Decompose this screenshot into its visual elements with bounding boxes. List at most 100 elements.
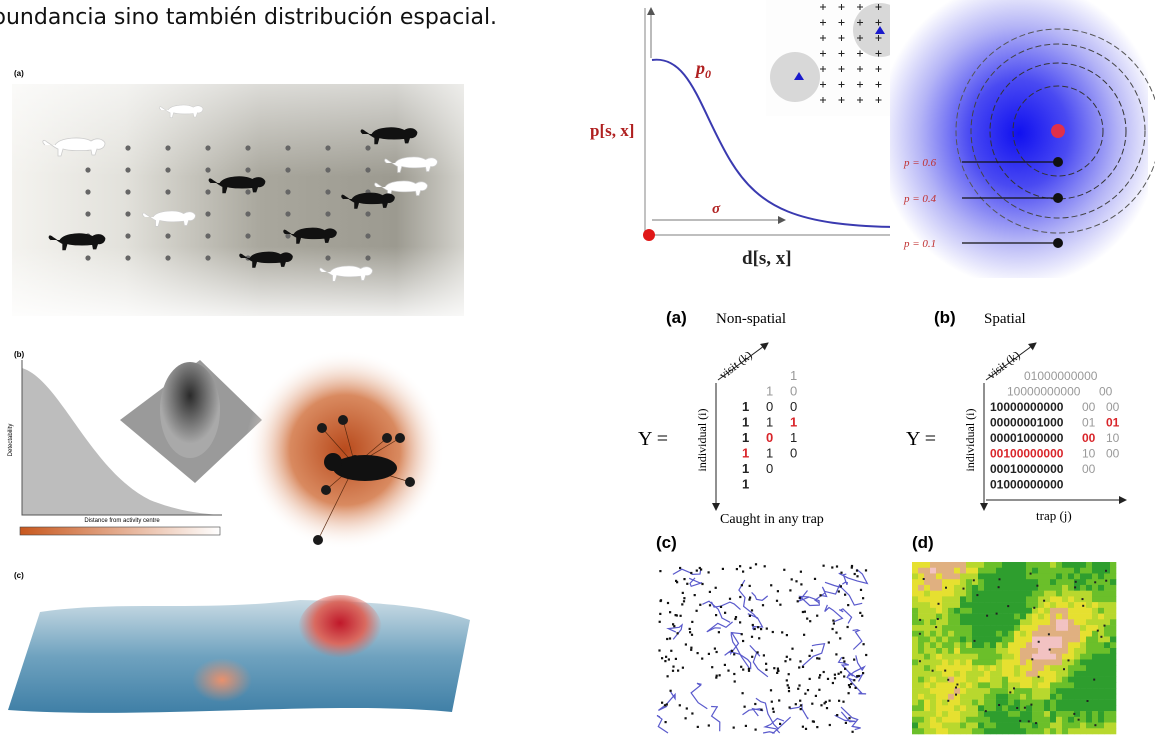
sample-point <box>672 670 674 672</box>
sample-point <box>862 672 864 674</box>
habitat-cell <box>1086 619 1092 625</box>
habitat-cell <box>1044 579 1050 585</box>
habitat-cell <box>1068 700 1074 706</box>
sample-point <box>859 612 861 614</box>
sample-point <box>823 671 825 673</box>
sample-point <box>755 563 757 565</box>
habitat-cell <box>1074 723 1080 729</box>
habitat-cell <box>1080 608 1086 614</box>
habitat-cell <box>1104 723 1110 729</box>
habitat-cell <box>960 631 966 637</box>
habitat-cell <box>984 665 990 671</box>
habitat-cell <box>966 728 972 734</box>
habitat-cell <box>996 562 1002 568</box>
trap <box>85 167 90 172</box>
habitat-cell <box>912 579 918 585</box>
habitat-cell <box>912 700 918 706</box>
habitat-cell <box>912 562 918 568</box>
habitat-cell <box>1080 723 1086 729</box>
sample-point <box>795 580 797 582</box>
habitat-cell <box>1098 619 1104 625</box>
matrix-cell: 00 <box>1082 431 1096 445</box>
habitat-cell <box>942 648 948 654</box>
sample-point <box>861 615 863 617</box>
habitat-cell <box>960 659 966 665</box>
trap <box>125 189 130 194</box>
sample-point <box>1033 607 1035 609</box>
habitat-cell <box>924 591 930 597</box>
habitat-cell <box>924 700 930 706</box>
sample-point <box>932 670 934 672</box>
habitat-cell <box>936 723 942 729</box>
habitat-cell <box>1110 562 1116 568</box>
habitat-cell <box>1056 625 1062 631</box>
habitat-cell <box>1080 654 1086 660</box>
habitat-cell <box>978 688 984 694</box>
matrix-cell: 0 <box>766 461 773 476</box>
habitat-cell <box>1008 659 1014 665</box>
trap <box>325 211 330 216</box>
trap <box>245 189 250 194</box>
habitat-cell <box>1014 700 1020 706</box>
habitat-cell <box>972 568 978 574</box>
habitat-cell <box>1008 642 1014 648</box>
habitat-cell <box>1104 619 1110 625</box>
habitat-cell <box>1044 705 1050 711</box>
habitat-cell <box>1050 642 1056 648</box>
habitat-cell <box>978 682 984 688</box>
detection-map <box>890 0 1148 278</box>
habitat-cell <box>1056 568 1062 574</box>
sample-point <box>851 567 853 569</box>
matrix-cell: 1 <box>742 399 749 414</box>
habitat-cell <box>1026 579 1032 585</box>
habitat-cell <box>1050 591 1056 597</box>
sample-point <box>832 628 834 630</box>
habitat-cell <box>984 654 990 660</box>
habitat-cell <box>1062 637 1068 643</box>
sample-point <box>843 660 845 662</box>
habitat-cell <box>1068 642 1074 648</box>
habitat-cell <box>924 614 930 620</box>
habitat-cell <box>1056 602 1062 608</box>
habitat-cell <box>1062 608 1068 614</box>
habitat-cell <box>1062 568 1068 574</box>
habitat-cell <box>990 682 996 688</box>
matrix-cell: 1 <box>766 415 773 430</box>
trap <box>125 233 130 238</box>
sample-point <box>860 589 862 591</box>
habitat-cell <box>918 579 924 585</box>
habitat-cell <box>1104 700 1110 706</box>
sample-point <box>956 684 958 686</box>
matrix-cell: 0 <box>790 446 797 461</box>
sample-point <box>798 666 800 668</box>
habitat-cell <box>960 642 966 648</box>
habitat-map <box>912 562 1116 734</box>
habitat-cell <box>996 671 1002 677</box>
habitat-cell <box>966 659 972 665</box>
habitat-cell <box>1008 619 1014 625</box>
habitat-cell <box>972 648 978 654</box>
sample-point <box>811 650 813 652</box>
sample-point <box>1094 724 1096 726</box>
sample-point <box>947 700 949 702</box>
sample-point <box>760 709 762 711</box>
habitat-cell <box>936 562 942 568</box>
habitat-cell <box>936 585 942 591</box>
sample-point <box>816 657 818 659</box>
habitat-cell <box>1062 631 1068 637</box>
habitat-cell <box>1086 677 1092 683</box>
habitat-cell <box>972 596 978 602</box>
habitat-cell <box>1092 642 1098 648</box>
sample-point <box>804 611 806 613</box>
sample-point <box>848 692 850 694</box>
sample-point <box>835 632 837 634</box>
sample-point <box>659 570 661 572</box>
habitat-cell <box>1002 700 1008 706</box>
habitat-cell <box>1050 659 1056 665</box>
habitat-cell <box>1014 694 1020 700</box>
sample-point <box>751 636 753 638</box>
activity-centre <box>643 229 655 241</box>
sample-point <box>827 678 829 680</box>
sample-point <box>1078 719 1080 721</box>
habitat-cell <box>960 711 966 717</box>
